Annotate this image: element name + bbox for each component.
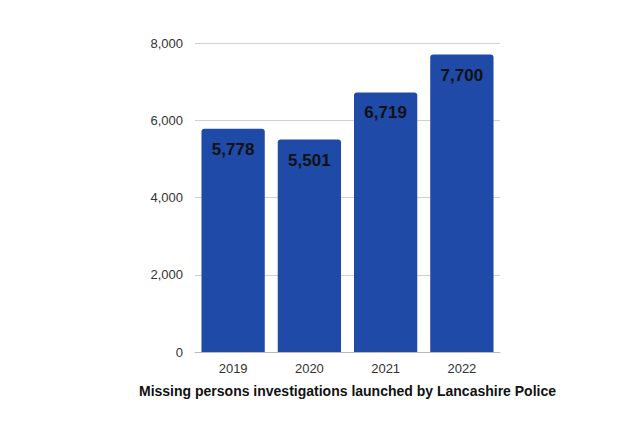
svg-text:0: 0	[176, 345, 183, 360]
svg-text:5,778: 5,778	[212, 140, 255, 159]
svg-text:2019: 2019	[219, 361, 248, 376]
svg-text:7,700: 7,700	[441, 66, 484, 85]
svg-text:2020: 2020	[295, 361, 324, 376]
svg-text:5,501: 5,501	[288, 151, 331, 170]
svg-text:8,000: 8,000	[150, 36, 183, 51]
svg-text:6,719: 6,719	[364, 103, 407, 122]
svg-text:4,000: 4,000	[150, 190, 183, 205]
svg-text:2,000: 2,000	[150, 267, 183, 282]
svg-text:2022: 2022	[447, 361, 476, 376]
svg-text:2021: 2021	[371, 361, 400, 376]
svg-text:Missing persons investigations: Missing persons investigations launched …	[139, 383, 556, 399]
svg-text:6,000: 6,000	[150, 113, 183, 128]
